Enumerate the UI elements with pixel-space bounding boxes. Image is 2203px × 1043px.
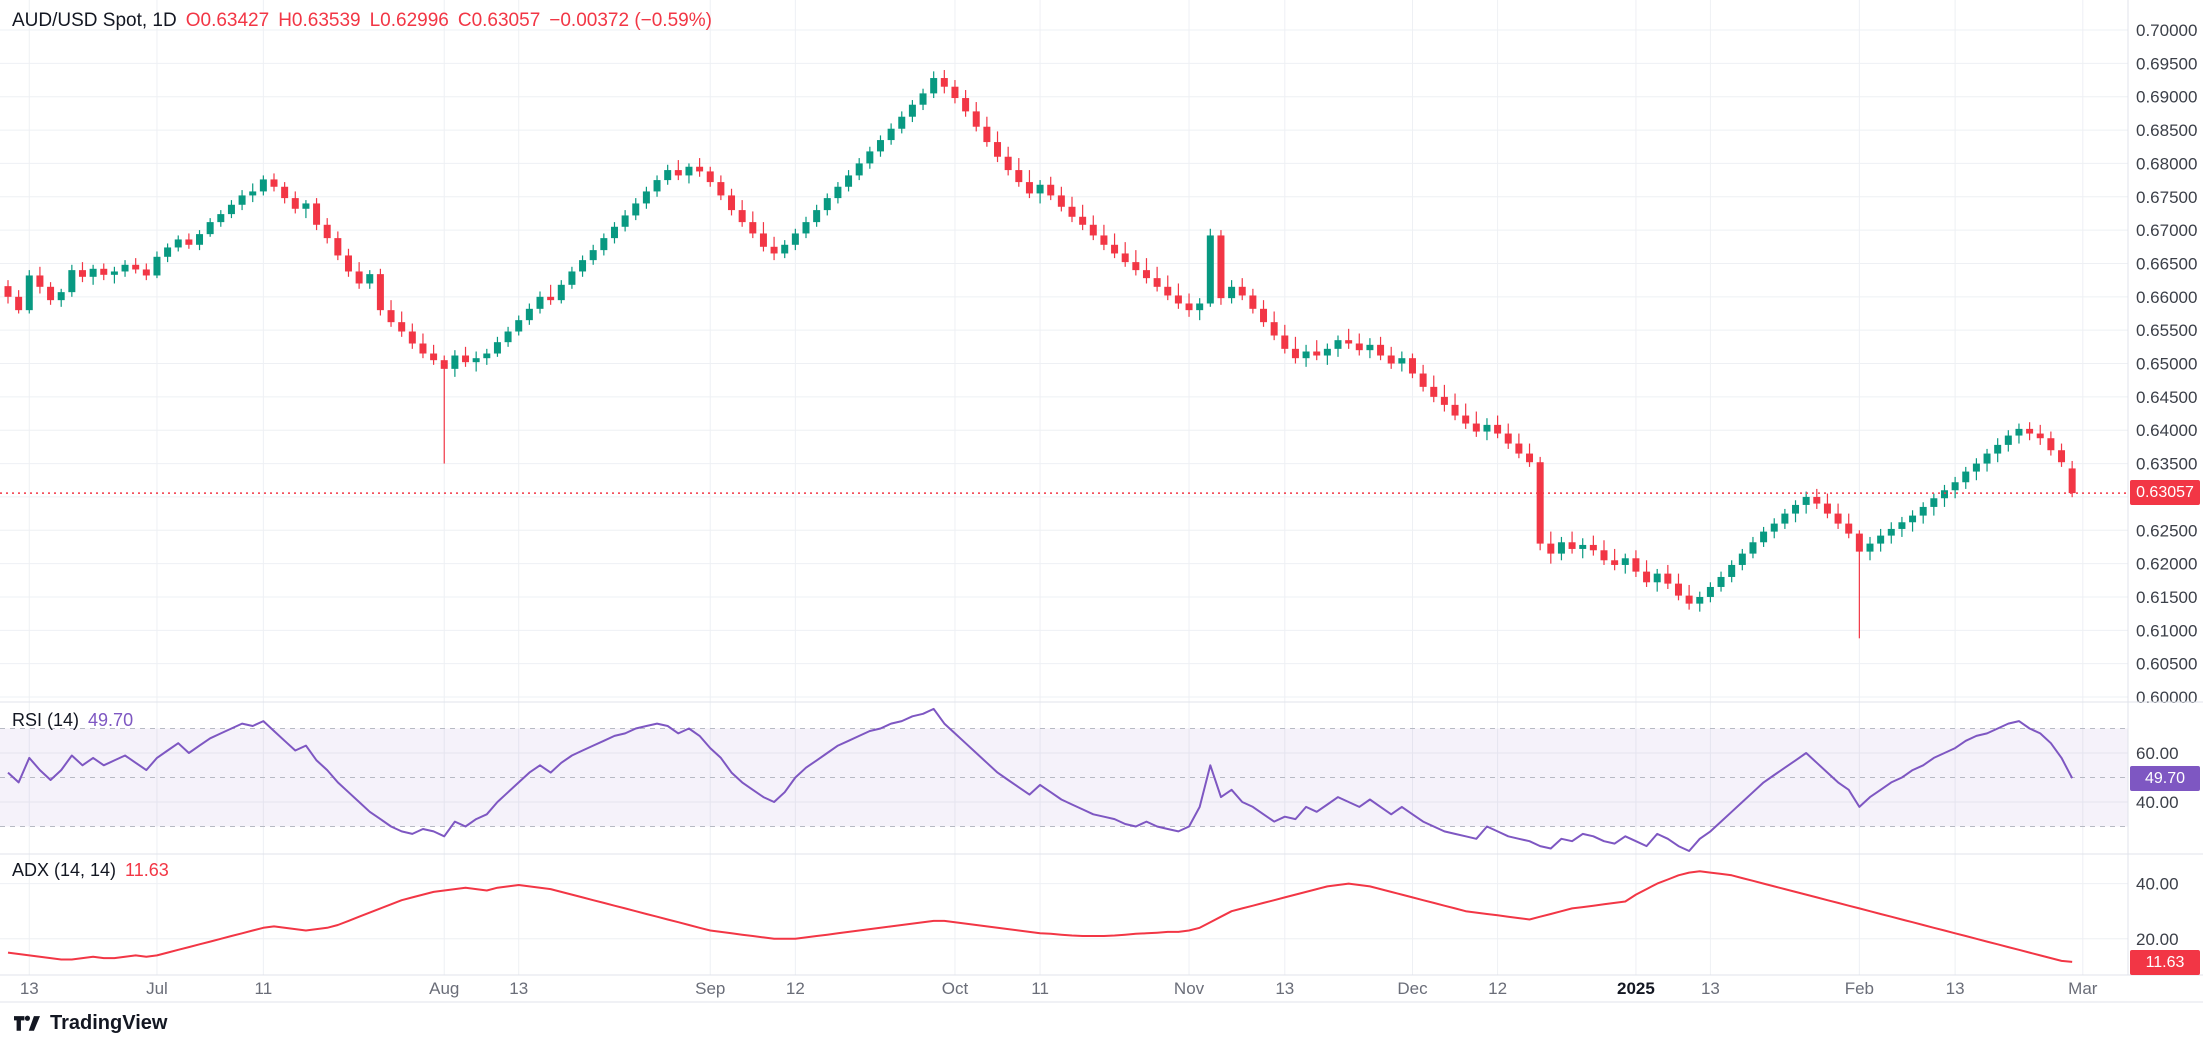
- svg-text:Mar: Mar: [2068, 979, 2098, 998]
- svg-text:20.00: 20.00: [2136, 930, 2179, 949]
- rsi-legend: RSI (14) 49.70: [12, 710, 133, 731]
- main-legend: AUD/USD Spot, 1D O0.63427 H0.63539 L0.62…: [12, 10, 712, 32]
- svg-text:0.69500: 0.69500: [2136, 54, 2197, 73]
- svg-text:40.00: 40.00: [2136, 793, 2179, 812]
- svg-text:40.00: 40.00: [2136, 875, 2179, 894]
- svg-text:Jul: Jul: [146, 979, 168, 998]
- footer-bar: TradingView: [0, 1003, 2203, 1043]
- price-badge: 0.63057: [2130, 480, 2200, 506]
- svg-text:0.62500: 0.62500: [2136, 521, 2197, 540]
- svg-text:0.63500: 0.63500: [2136, 455, 2197, 474]
- svg-text:0.65500: 0.65500: [2136, 321, 2197, 340]
- svg-text:13: 13: [1946, 979, 1965, 998]
- rsi-label: RSI (14): [12, 710, 80, 730]
- svg-text:13: 13: [1275, 979, 1294, 998]
- svg-text:60.00: 60.00: [2136, 744, 2179, 763]
- indicator-lines-layer: [0, 492, 2128, 963]
- adx-value: 11.63: [125, 860, 169, 880]
- adx-line: [7, 870, 2073, 963]
- rsi-value: 49.70: [88, 710, 134, 730]
- ohlc-open: O0.63427: [185, 10, 270, 31]
- grid-layer: [0, 0, 2128, 975]
- svg-text:0.68500: 0.68500: [2136, 121, 2197, 140]
- svg-text:12: 12: [786, 979, 805, 998]
- ohlc-close: C0.63057: [457, 10, 541, 31]
- svg-text:0.62000: 0.62000: [2136, 555, 2197, 574]
- svg-text:0.64500: 0.64500: [2136, 388, 2197, 407]
- svg-text:Oct: Oct: [942, 979, 969, 998]
- svg-text:0.64000: 0.64000: [2136, 421, 2197, 440]
- svg-text:Aug: Aug: [429, 979, 459, 998]
- svg-text:0.61500: 0.61500: [2136, 588, 2197, 607]
- svg-text:11: 11: [1031, 979, 1049, 998]
- candles-layer: [4, 70, 2076, 639]
- time-axis[interactable]: [0, 975, 2128, 1003]
- adx-legend: ADX (14, 14) 11.63: [12, 860, 169, 881]
- svg-text:13: 13: [509, 979, 528, 998]
- ohlc-high: H0.63539: [278, 10, 361, 31]
- svg-text:0.61000: 0.61000: [2136, 621, 2197, 640]
- svg-text:13: 13: [20, 979, 39, 998]
- svg-text:0.68000: 0.68000: [2136, 154, 2197, 173]
- svg-text:Sep: Sep: [695, 979, 725, 998]
- svg-text:0.69000: 0.69000: [2136, 88, 2197, 107]
- tradingview-brand-text[interactable]: TradingView: [50, 1011, 168, 1034]
- svg-text:Nov: Nov: [1174, 979, 1205, 998]
- rsi-line: [7, 707, 2074, 852]
- svg-text:Dec: Dec: [1397, 979, 1428, 998]
- chart-svg: 0.70000 0.69500 0.69000 0.68500 0.68000 0.675…: [0, 0, 2203, 1003]
- svg-text:2025: 2025: [1617, 979, 1655, 998]
- pane-separators-layer: [0, 0, 2203, 1003]
- tradingview-logo-icon[interactable]: [14, 1013, 40, 1033]
- svg-text:0.67500: 0.67500: [2136, 188, 2197, 207]
- adx-label: ADX (14, 14): [12, 860, 117, 880]
- svg-text:13: 13: [1701, 979, 1720, 998]
- svg-text:0.70000: 0.70000: [2136, 21, 2197, 40]
- rsi-badge: 49.70: [2130, 766, 2200, 792]
- rsi-band-layer: [0, 728, 2128, 827]
- axis-labels-layer: 0.70000 0.69500 0.69000 0.68500 0.68000 0.675…: [20, 21, 2198, 998]
- ohlc-low: L0.62996: [369, 10, 449, 31]
- svg-text:0.66500: 0.66500: [2136, 254, 2197, 273]
- adx-badge: 11.63: [2130, 949, 2200, 975]
- svg-text:0.66000: 0.66000: [2136, 288, 2197, 307]
- svg-text:0.65000: 0.65000: [2136, 355, 2197, 374]
- svg-text:12: 12: [1488, 979, 1507, 998]
- svg-text:Feb: Feb: [1845, 979, 1874, 998]
- svg-text:0.60500: 0.60500: [2136, 655, 2197, 674]
- ohlc-change: −0.00372 (−0.59%): [549, 10, 712, 31]
- symbol-title: AUD/USD Spot, 1D: [12, 10, 177, 31]
- svg-text:11: 11: [255, 979, 273, 998]
- svg-text:0.67000: 0.67000: [2136, 221, 2197, 240]
